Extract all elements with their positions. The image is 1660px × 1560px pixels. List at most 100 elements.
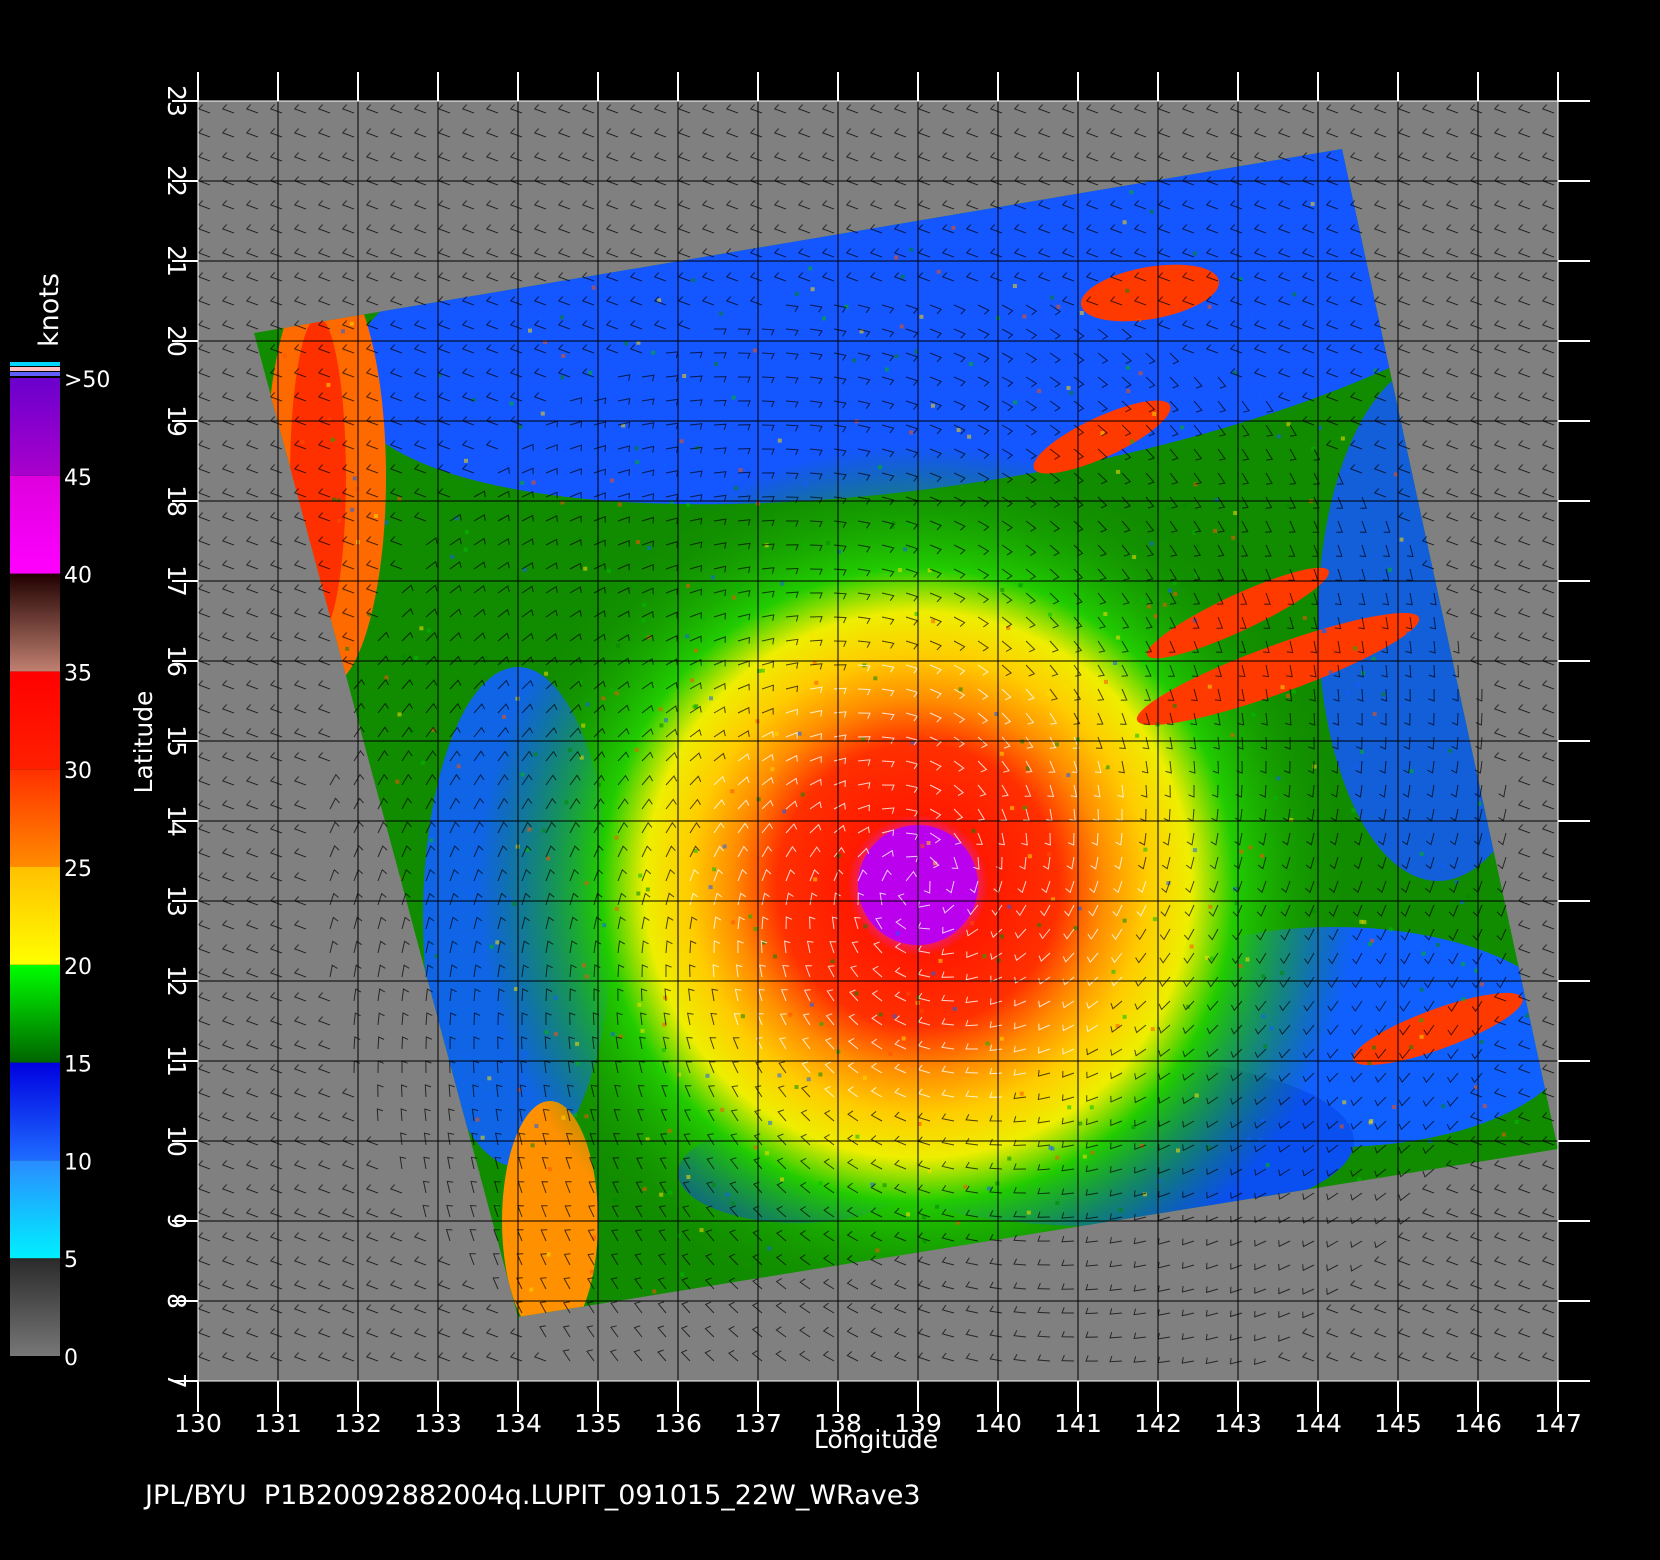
- speckle: [384, 675, 389, 680]
- speckle: [910, 740, 915, 745]
- speckle: [1322, 629, 1327, 633]
- speckle: [1078, 906, 1082, 911]
- colorbar-band: [10, 1062, 60, 1161]
- speckle: [1194, 572, 1199, 577]
- speckle: [514, 987, 518, 991]
- speckle: [1115, 1024, 1120, 1029]
- speckle: [560, 500, 565, 505]
- speckle: [738, 468, 743, 473]
- colorbar: 0 5 10 15 20 25 30 35 40 45 >50: [10, 362, 110, 1371]
- speckle: [861, 737, 866, 742]
- y-tick-label: 16: [162, 645, 191, 677]
- speckle: [1162, 602, 1167, 607]
- speckle: [925, 732, 930, 737]
- speckle: [1152, 917, 1157, 922]
- speckle: [1373, 368, 1378, 373]
- speckle: [1048, 1145, 1053, 1150]
- speckle: [641, 618, 646, 623]
- speckle: [735, 584, 740, 589]
- colorbar-tick-label: 0: [64, 1346, 78, 1371]
- speckle: [350, 507, 355, 512]
- speckle: [662, 464, 667, 468]
- speckle: [970, 921, 975, 926]
- speckle: [773, 954, 777, 959]
- speckle: [1259, 853, 1264, 858]
- speckle: [777, 1073, 782, 1078]
- speckle: [1238, 277, 1243, 282]
- speckle: [1514, 1120, 1519, 1124]
- y-tick-label: 9: [162, 1213, 191, 1229]
- speckle: [669, 500, 674, 505]
- speckle: [822, 316, 827, 321]
- speckle: [680, 1272, 685, 1277]
- speckle: [567, 748, 572, 753]
- colorbar-band: [10, 769, 60, 867]
- speckle: [1140, 598, 1145, 603]
- speckle: [560, 375, 565, 380]
- speckle: [517, 1087, 522, 1092]
- speckle: [1100, 431, 1105, 436]
- speckle: [527, 827, 532, 832]
- speckle: [1037, 389, 1042, 393]
- speckle: [475, 759, 480, 764]
- speckle: [1342, 1100, 1347, 1105]
- speckle: [543, 340, 548, 344]
- speckle: [692, 704, 697, 709]
- speckle: [1152, 411, 1157, 416]
- speckle: [1231, 535, 1236, 540]
- speckle: [487, 1076, 492, 1081]
- speckle: [1125, 365, 1130, 370]
- speckle: [1318, 425, 1323, 430]
- speckle: [909, 247, 914, 252]
- speckle: [1310, 201, 1315, 206]
- speckle: [530, 1143, 535, 1148]
- speckle: [1139, 1143, 1144, 1148]
- speckle: [618, 1034, 623, 1039]
- speckle: [877, 465, 882, 470]
- speckle: [614, 906, 619, 911]
- speckle: [1280, 685, 1285, 690]
- speckle: [1192, 530, 1197, 535]
- lat-lon-grid: [197, 100, 1559, 1382]
- speckle: [516, 575, 521, 580]
- colorbar-band: [10, 1160, 60, 1259]
- colorbar-tick-label: 45: [64, 466, 92, 491]
- speckle: [754, 310, 759, 315]
- speckle: [1055, 1155, 1060, 1160]
- speckle: [720, 1107, 725, 1112]
- speckle: [326, 383, 331, 387]
- speckle: [454, 516, 459, 521]
- speckle: [1289, 817, 1294, 822]
- speckle: [1013, 400, 1018, 405]
- speckle: [1007, 904, 1012, 909]
- speckle: [901, 1036, 906, 1041]
- speckle: [1129, 190, 1134, 195]
- speckle: [1116, 469, 1120, 474]
- speckle: [882, 1183, 887, 1188]
- speckle: [1419, 1034, 1424, 1039]
- wind-barbs-dark: [198, 104, 1555, 1365]
- speckle: [854, 991, 859, 996]
- speckle: [1399, 839, 1404, 844]
- speckle: [1000, 934, 1005, 939]
- speckle: [722, 844, 727, 849]
- colorbar-tick-label: 5: [64, 1248, 78, 1273]
- x-tick-label: 145: [1374, 1409, 1422, 1438]
- speckle: [638, 873, 643, 878]
- speckle: [1037, 923, 1042, 928]
- speckle: [1479, 982, 1484, 987]
- speckle: [1026, 1210, 1031, 1215]
- speckle: [1474, 968, 1479, 973]
- speckle: [1482, 1104, 1487, 1109]
- x-tick-label: 135: [574, 1409, 622, 1438]
- speckle: [920, 844, 925, 849]
- speckle: [677, 1072, 681, 1077]
- speckle: [1409, 769, 1414, 774]
- speckle: [1340, 436, 1345, 441]
- speckle: [830, 959, 835, 964]
- speckle: [1460, 962, 1465, 967]
- speckle: [553, 995, 558, 1000]
- speckle: [397, 712, 402, 717]
- speckle: [1027, 854, 1032, 859]
- speckle: [617, 502, 622, 507]
